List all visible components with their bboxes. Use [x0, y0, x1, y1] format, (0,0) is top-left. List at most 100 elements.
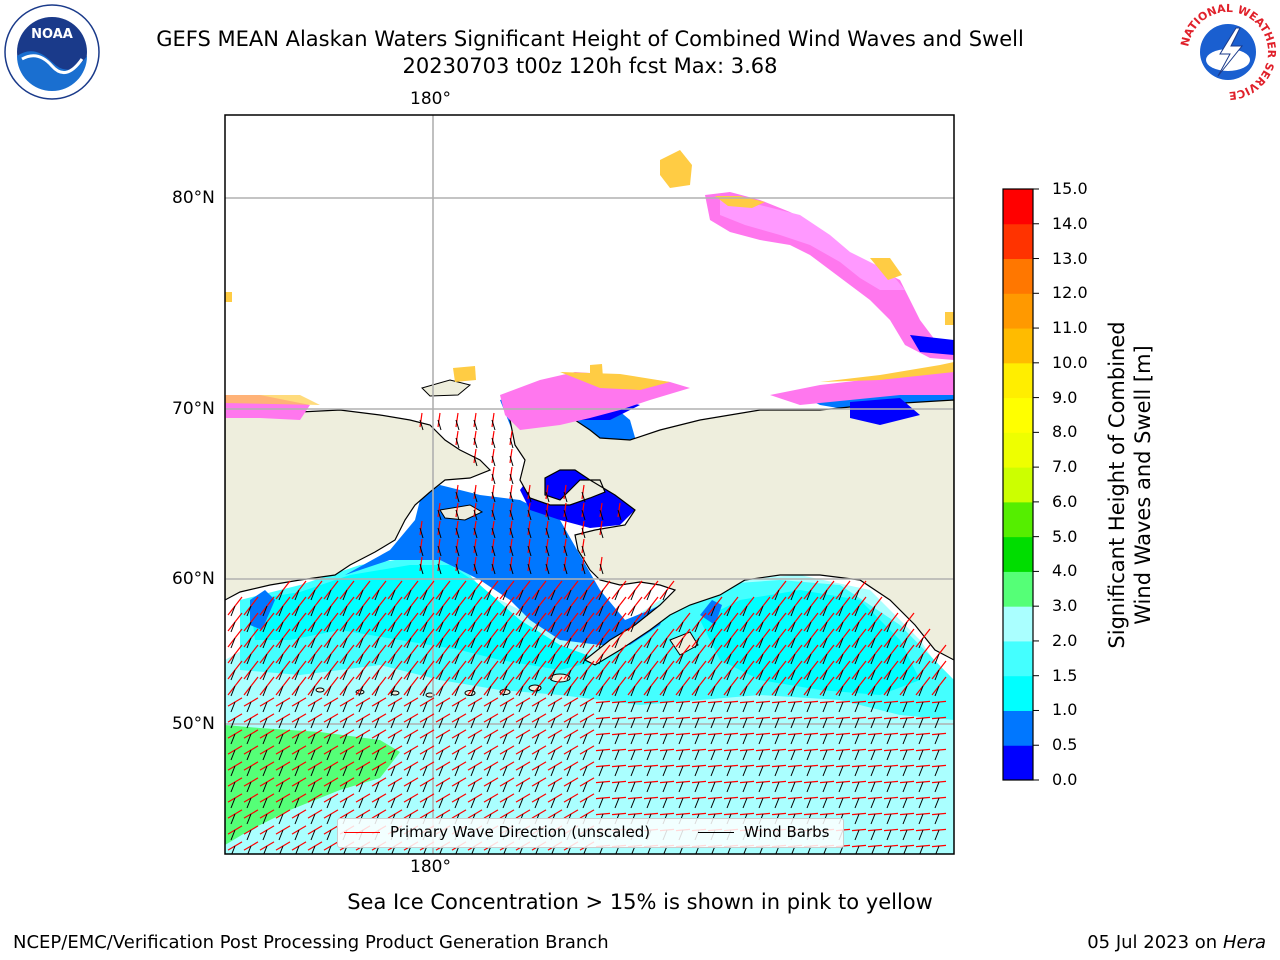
wind-barb	[726, 797, 732, 809]
wind-barb	[455, 491, 460, 503]
wind-barb	[742, 717, 748, 729]
wind-barb	[509, 527, 514, 539]
wind-barb	[758, 637, 764, 649]
wind-barb	[662, 589, 668, 601]
wind-barb	[470, 653, 476, 665]
wind-barb	[790, 589, 796, 601]
wind-barb	[870, 637, 876, 649]
wind-barb	[374, 797, 380, 809]
wind-barb	[934, 781, 940, 793]
wind-barb	[437, 545, 442, 557]
wind-barb	[582, 637, 588, 649]
wind-barb	[295, 845, 300, 854]
wind-barb	[582, 685, 588, 697]
wave-direction-arrow	[491, 502, 495, 518]
wind-barb	[437, 563, 442, 575]
wind-barb	[806, 749, 812, 761]
wind-barb	[545, 527, 550, 539]
wind-barb	[582, 589, 588, 601]
wind-barb	[230, 813, 236, 825]
wind-barb	[326, 749, 332, 761]
wind-barb	[326, 781, 332, 793]
wind-barb	[806, 605, 812, 617]
wind-barb	[527, 545, 532, 557]
wind-barb	[662, 637, 668, 649]
wave-direction-arrow	[473, 556, 477, 572]
wave-direction-arrow	[419, 538, 423, 554]
wave-direction-arrow	[491, 448, 495, 464]
wind-barb	[742, 797, 748, 809]
wind-barb	[406, 605, 412, 617]
wind-barb	[278, 781, 284, 793]
wind-barb	[581, 545, 586, 557]
wind-barb	[406, 717, 412, 729]
wind-barb	[694, 701, 700, 713]
wind-barb	[870, 701, 876, 713]
wave-direction-arrow	[527, 520, 531, 536]
wind-barb	[563, 545, 568, 557]
wind-barb	[326, 797, 332, 809]
wind-barb	[902, 621, 908, 633]
wind-barb	[774, 605, 780, 617]
wind-barb	[262, 749, 268, 761]
wind-barb	[534, 765, 540, 777]
wind-barb	[694, 765, 700, 777]
wind-barb	[419, 545, 424, 557]
wind-barb	[838, 637, 844, 649]
wind-barb	[262, 637, 268, 649]
wind-barb	[566, 701, 572, 713]
wind-barb	[294, 797, 300, 809]
wind-barb	[390, 797, 396, 809]
wind-barb	[678, 749, 684, 761]
wind-barb	[470, 685, 476, 697]
wave-direction-arrow	[581, 520, 585, 536]
wind-barb	[726, 717, 732, 729]
wind-barb	[854, 797, 860, 809]
wind-barb	[790, 669, 796, 681]
wind-barb	[486, 797, 492, 809]
wind-barb	[534, 653, 540, 665]
wind-barb	[598, 653, 604, 665]
wind-barb	[502, 701, 508, 713]
wave-direction-arrow	[455, 556, 459, 572]
wind-barb	[726, 733, 732, 745]
wind-barb	[758, 605, 764, 617]
wave-field-1-1_5m-gulf	[700, 590, 920, 695]
wind-barb	[742, 637, 748, 649]
wind-barb	[326, 637, 332, 649]
wind-barb	[419, 527, 424, 539]
wind-barb	[294, 749, 300, 761]
wind-barb	[374, 765, 380, 777]
wind-barb	[598, 685, 604, 697]
wind-barb	[545, 491, 550, 503]
wind-barb	[854, 637, 860, 649]
wind-barb	[918, 637, 924, 649]
wind-barb	[630, 717, 636, 729]
wind-barb	[406, 781, 412, 793]
wind-barb	[342, 669, 348, 681]
wind-barb	[278, 621, 284, 633]
wind-barb	[582, 669, 588, 681]
wind-barb	[566, 653, 572, 665]
wave-direction-swatch	[344, 831, 380, 833]
wind-barb	[326, 701, 332, 713]
wind-barb	[566, 765, 572, 777]
wind-barb	[903, 845, 908, 854]
colorbar-tick-label: 3.0	[1052, 596, 1078, 616]
wind-barb	[838, 797, 844, 809]
wind-barb	[486, 781, 492, 793]
wind-barb	[886, 669, 892, 681]
colorbar-tick-label: 14.0	[1052, 213, 1088, 233]
wind-barb	[358, 621, 364, 633]
wind-barb	[502, 685, 508, 697]
wind-barb	[486, 605, 492, 617]
wind-barb	[230, 765, 236, 777]
wind-barb	[278, 669, 284, 681]
sea-ice-field	[225, 150, 954, 430]
lat-label-60: 60°N	[172, 569, 215, 589]
wind-barb	[694, 669, 700, 681]
wind-barb	[678, 797, 684, 809]
wind-barb	[390, 733, 396, 745]
wind-barb	[342, 797, 348, 809]
colorbar-segment	[1003, 189, 1033, 225]
